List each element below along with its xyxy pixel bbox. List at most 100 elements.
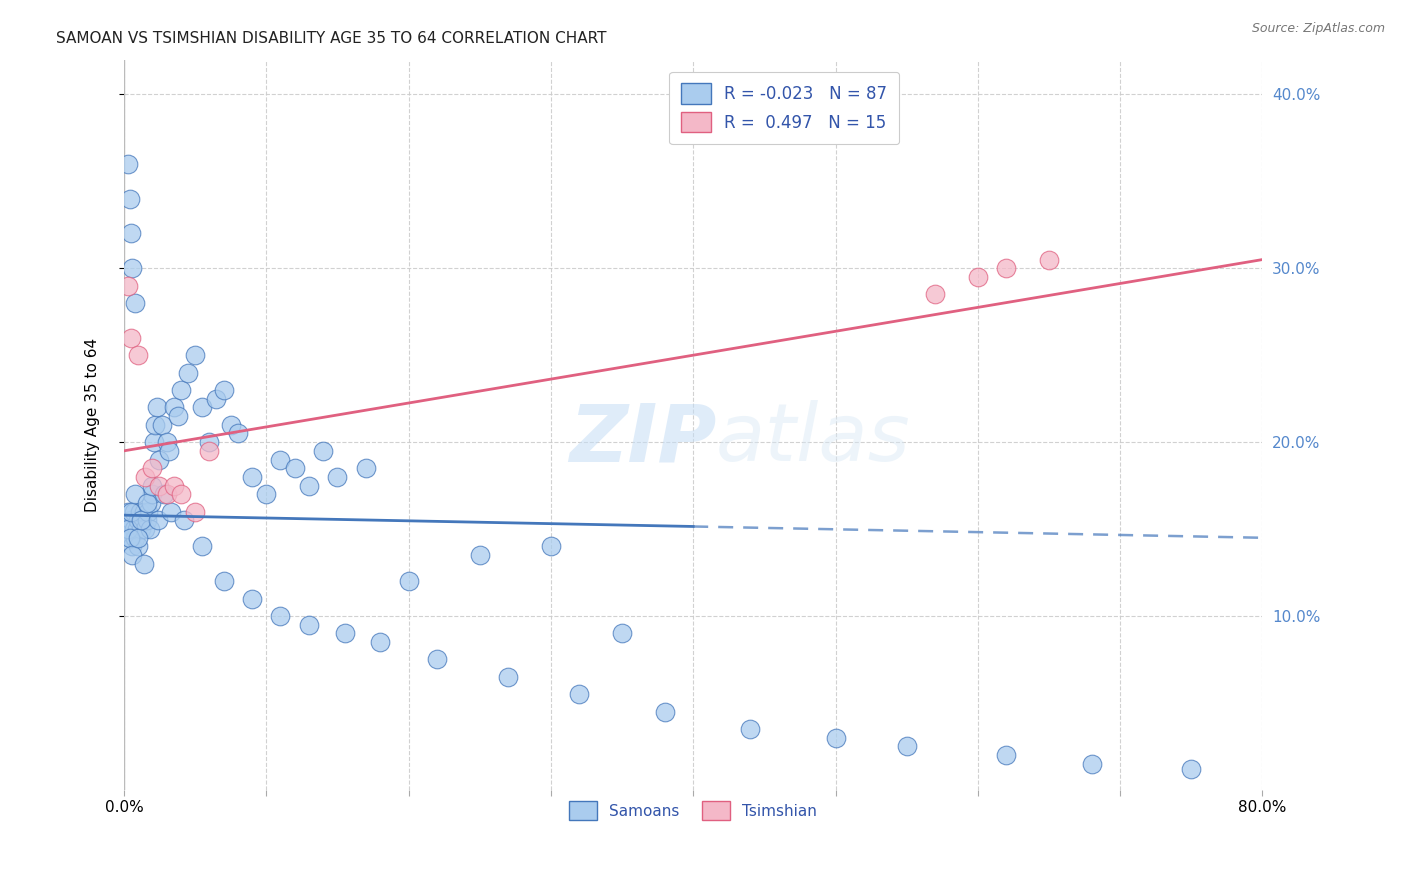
Point — [127, 540, 149, 554]
Point — [254, 487, 277, 501]
Point — [118, 192, 141, 206]
Point — [150, 417, 173, 432]
Point — [139, 496, 162, 510]
Point — [121, 540, 143, 554]
Point — [117, 278, 139, 293]
Point — [184, 505, 207, 519]
Point — [118, 531, 141, 545]
Point — [141, 478, 163, 492]
Point — [212, 383, 235, 397]
Point — [1080, 756, 1102, 771]
Point — [170, 383, 193, 397]
Point — [120, 505, 142, 519]
Point — [284, 461, 307, 475]
Point — [124, 296, 146, 310]
Point — [132, 557, 155, 571]
Text: ZIP: ZIP — [568, 401, 716, 478]
Point — [173, 513, 195, 527]
Point — [1038, 252, 1060, 267]
Point — [127, 531, 149, 545]
Point — [740, 722, 762, 736]
Point — [177, 366, 200, 380]
Point — [995, 748, 1018, 763]
Point — [159, 443, 181, 458]
Point — [145, 401, 167, 415]
Point — [160, 505, 183, 519]
Point — [240, 470, 263, 484]
Point — [540, 540, 562, 554]
Point — [1180, 762, 1202, 776]
Text: atlas: atlas — [716, 401, 911, 478]
Point — [129, 513, 152, 527]
Point — [170, 487, 193, 501]
Point — [127, 513, 149, 527]
Legend: Samoans, Tsimshian: Samoans, Tsimshian — [564, 796, 823, 826]
Point — [219, 417, 242, 432]
Point — [269, 452, 291, 467]
Point — [134, 522, 156, 536]
Point — [124, 531, 146, 545]
Point — [568, 687, 591, 701]
Point — [129, 522, 152, 536]
Text: SAMOAN VS TSIMSHIAN DISABILITY AGE 35 TO 64 CORRELATION CHART: SAMOAN VS TSIMSHIAN DISABILITY AGE 35 TO… — [56, 31, 607, 46]
Point — [120, 227, 142, 241]
Point — [298, 617, 321, 632]
Point — [496, 670, 519, 684]
Y-axis label: Disability Age 35 to 64: Disability Age 35 to 64 — [86, 338, 100, 512]
Text: Source: ZipAtlas.com: Source: ZipAtlas.com — [1251, 22, 1385, 36]
Point — [924, 287, 946, 301]
Point — [269, 609, 291, 624]
Point — [163, 401, 186, 415]
Point — [896, 739, 918, 754]
Point — [398, 574, 420, 589]
Point — [135, 496, 157, 510]
Point — [146, 513, 169, 527]
Point — [148, 452, 170, 467]
Point — [610, 626, 633, 640]
Point — [155, 435, 177, 450]
Point — [138, 522, 160, 536]
Point — [226, 426, 249, 441]
Point — [163, 478, 186, 492]
Point — [122, 505, 145, 519]
Point — [124, 487, 146, 501]
Point — [468, 548, 491, 562]
Point — [966, 269, 988, 284]
Point — [117, 522, 139, 536]
Point — [152, 487, 174, 501]
Point — [333, 626, 356, 640]
Point — [198, 435, 221, 450]
Point — [426, 652, 449, 666]
Point — [191, 540, 214, 554]
Point — [191, 401, 214, 415]
Point — [118, 522, 141, 536]
Point — [136, 505, 159, 519]
Point — [120, 513, 142, 527]
Point — [134, 470, 156, 484]
Point — [326, 470, 349, 484]
Point — [148, 478, 170, 492]
Point — [212, 574, 235, 589]
Point — [142, 435, 165, 450]
Point — [117, 505, 139, 519]
Point — [312, 443, 335, 458]
Point — [184, 348, 207, 362]
Point — [141, 487, 163, 501]
Point — [125, 522, 148, 536]
Point — [132, 505, 155, 519]
Point — [121, 261, 143, 276]
Point — [141, 461, 163, 475]
Point — [368, 635, 391, 649]
Point — [824, 731, 846, 745]
Point — [120, 331, 142, 345]
Point — [120, 531, 142, 545]
Point — [354, 461, 377, 475]
Point — [198, 443, 221, 458]
Point — [298, 478, 321, 492]
Point — [167, 409, 190, 423]
Point — [128, 505, 150, 519]
Point — [995, 261, 1018, 276]
Point — [131, 513, 153, 527]
Point — [117, 157, 139, 171]
Point — [135, 513, 157, 527]
